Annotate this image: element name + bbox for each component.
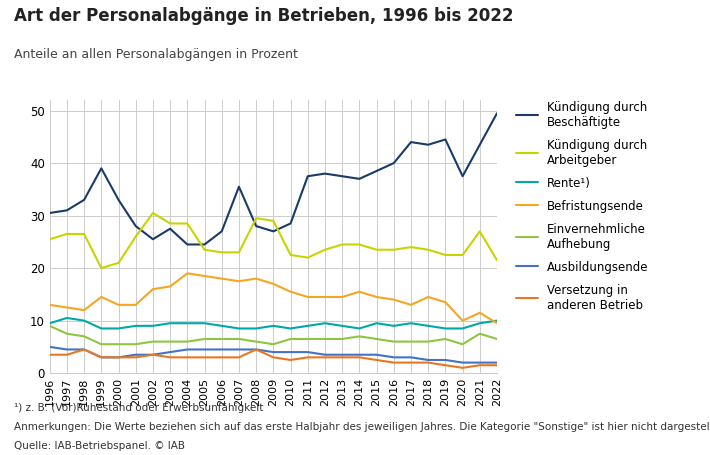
Text: ¹) z. B. (Vor)Ruhestand oder Erwerbsunfähigkeit: ¹) z. B. (Vor)Ruhestand oder Erwerbsunfä… <box>14 403 263 413</box>
Text: Anteile an allen Personalabgängen in Prozent: Anteile an allen Personalabgängen in Pro… <box>14 48 298 61</box>
Text: Quelle: IAB-Betriebspanel. © IAB: Quelle: IAB-Betriebspanel. © IAB <box>14 441 185 451</box>
Text: Anmerkungen: Die Werte beziehen sich auf das erste Halbjahr des jeweiligen Jahre: Anmerkungen: Die Werte beziehen sich auf… <box>14 422 710 432</box>
Legend: Kündigung durch
Beschäftigte, Kündigung durch
Arbeitgeber, Rente¹), Befristungse: Kündigung durch Beschäftigte, Kündigung … <box>516 101 648 312</box>
Text: Art der Personalabgänge in Betrieben, 1996 bis 2022: Art der Personalabgänge in Betrieben, 19… <box>14 7 514 25</box>
